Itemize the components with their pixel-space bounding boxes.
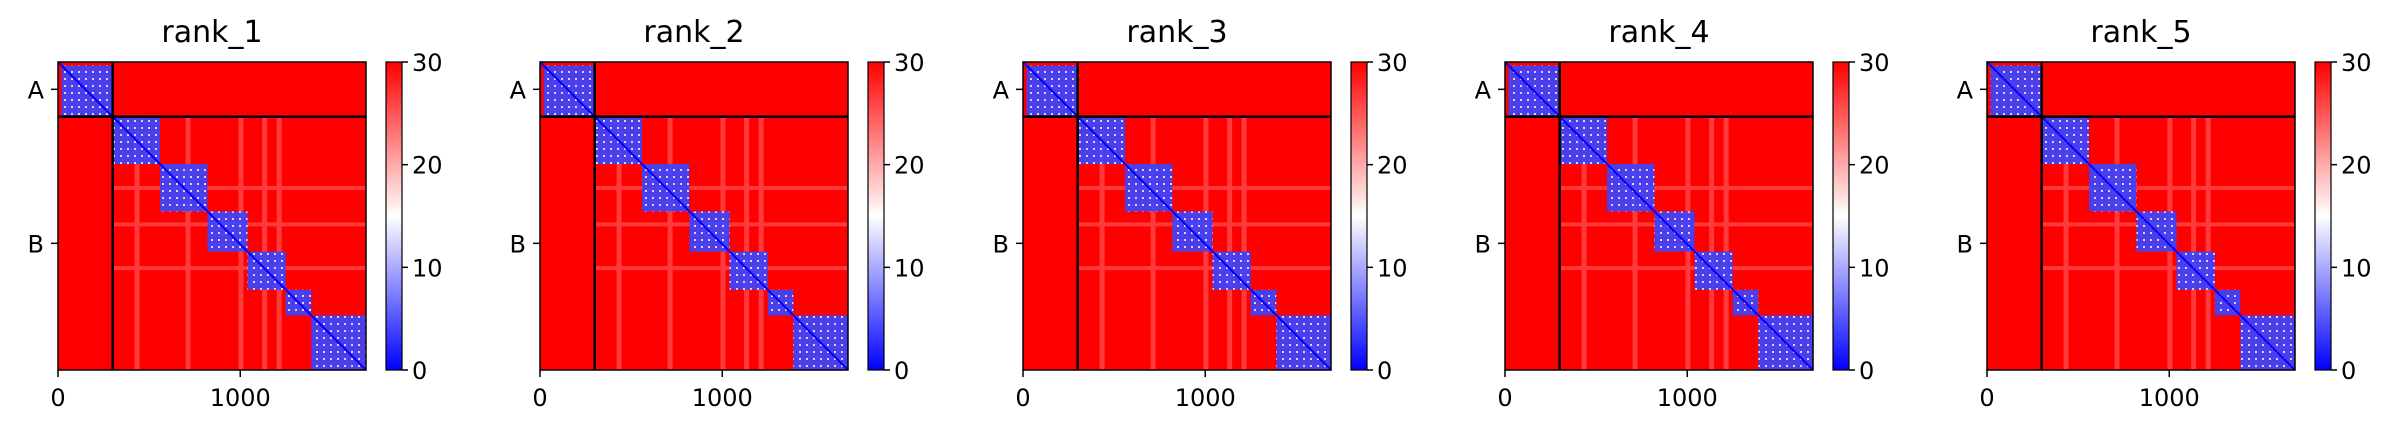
colorbar (1832, 61, 1850, 371)
colorbar-tick-label: 20 (2341, 152, 2372, 180)
x-tick-label: 0 (1497, 384, 1512, 412)
pae-panel-2: rank_2 A B 0 1000 0 10 20 30 (510, 15, 925, 412)
colorbar-tick-label: 30 (1859, 49, 1890, 77)
colorbar (2314, 61, 2332, 371)
chain-label: B (1957, 230, 1973, 258)
panel-title: rank_1 (161, 15, 262, 50)
colorbar-tick-label: 0 (1859, 357, 1874, 385)
colorbar-tick-label: 20 (894, 152, 925, 180)
colorbar-tick-label: 30 (1377, 49, 1408, 77)
colorbar (385, 61, 403, 371)
colorbar-tick-label: 30 (412, 49, 443, 77)
colorbar-tick-label: 0 (894, 357, 909, 385)
panel-title: rank_4 (1608, 15, 1709, 50)
panel-title: rank_5 (2090, 15, 2191, 50)
colorbar-tick-label: 20 (1859, 152, 1890, 180)
colorbar-tick-label: 20 (412, 152, 443, 180)
pae-panel-4: rank_4 A B 0 1000 0 10 20 30 (1475, 15, 1890, 412)
colorbar (867, 61, 885, 371)
heatmap-frame (1504, 61, 1814, 371)
chain-label: A (1475, 76, 1492, 104)
heatmap-frame (1986, 61, 2296, 371)
heatmap-frame (539, 61, 849, 371)
pae-panel-3: rank_3 A B 0 1000 0 10 20 30 (993, 15, 1408, 412)
x-tick-label: 1000 (2139, 384, 2200, 412)
colorbar-tick-label: 20 (1377, 152, 1408, 180)
heatmap-frame (57, 61, 367, 371)
panel-title: rank_2 (643, 15, 744, 50)
colorbar-tick-label: 10 (412, 254, 443, 282)
chain-label: B (1475, 230, 1491, 258)
x-tick-label: 0 (1015, 384, 1030, 412)
chain-label: A (1957, 76, 1974, 104)
chain-label: B (28, 230, 44, 258)
diagonal-line (1504, 61, 1814, 371)
diagonal-line (57, 61, 367, 371)
x-tick-label: 0 (50, 384, 65, 412)
x-tick-label: 1000 (1175, 384, 1236, 412)
colorbar-tick-label: 10 (1377, 254, 1408, 282)
chain-label: A (993, 76, 1010, 104)
x-tick-label: 1000 (210, 384, 271, 412)
x-tick-label: 0 (532, 384, 547, 412)
chain-label: A (510, 76, 527, 104)
colorbar-tick-label: 0 (1377, 357, 1392, 385)
colorbar-tick-label: 10 (2341, 254, 2372, 282)
colorbar (1350, 61, 1368, 371)
diagonal-line (539, 61, 849, 371)
colorbar-tick-label: 0 (412, 357, 427, 385)
chain-label: B (993, 230, 1009, 258)
diagonal-line (1986, 61, 2296, 371)
x-tick-label: 0 (1979, 384, 1994, 412)
x-tick-label: 1000 (692, 384, 753, 412)
colorbar-tick-label: 10 (894, 254, 925, 282)
pae-panel-1: rank_1 A B 0 1000 0 10 20 30 (28, 15, 443, 412)
chain-label: A (28, 76, 45, 104)
pae-panel-5: rank_5 A B 0 1000 0 10 20 30 (1957, 15, 2372, 412)
panel-title: rank_3 (1126, 15, 1227, 50)
colorbar-tick-label: 30 (894, 49, 925, 77)
colorbar-tick-label: 10 (1859, 254, 1890, 282)
colorbar-tick-label: 30 (2341, 49, 2372, 77)
colorbar-tick-label: 0 (2341, 357, 2356, 385)
chain-label: B (510, 230, 526, 258)
heatmap-frame (1022, 61, 1332, 371)
diagonal-line (1022, 61, 1332, 371)
x-tick-label: 1000 (1657, 384, 1718, 412)
